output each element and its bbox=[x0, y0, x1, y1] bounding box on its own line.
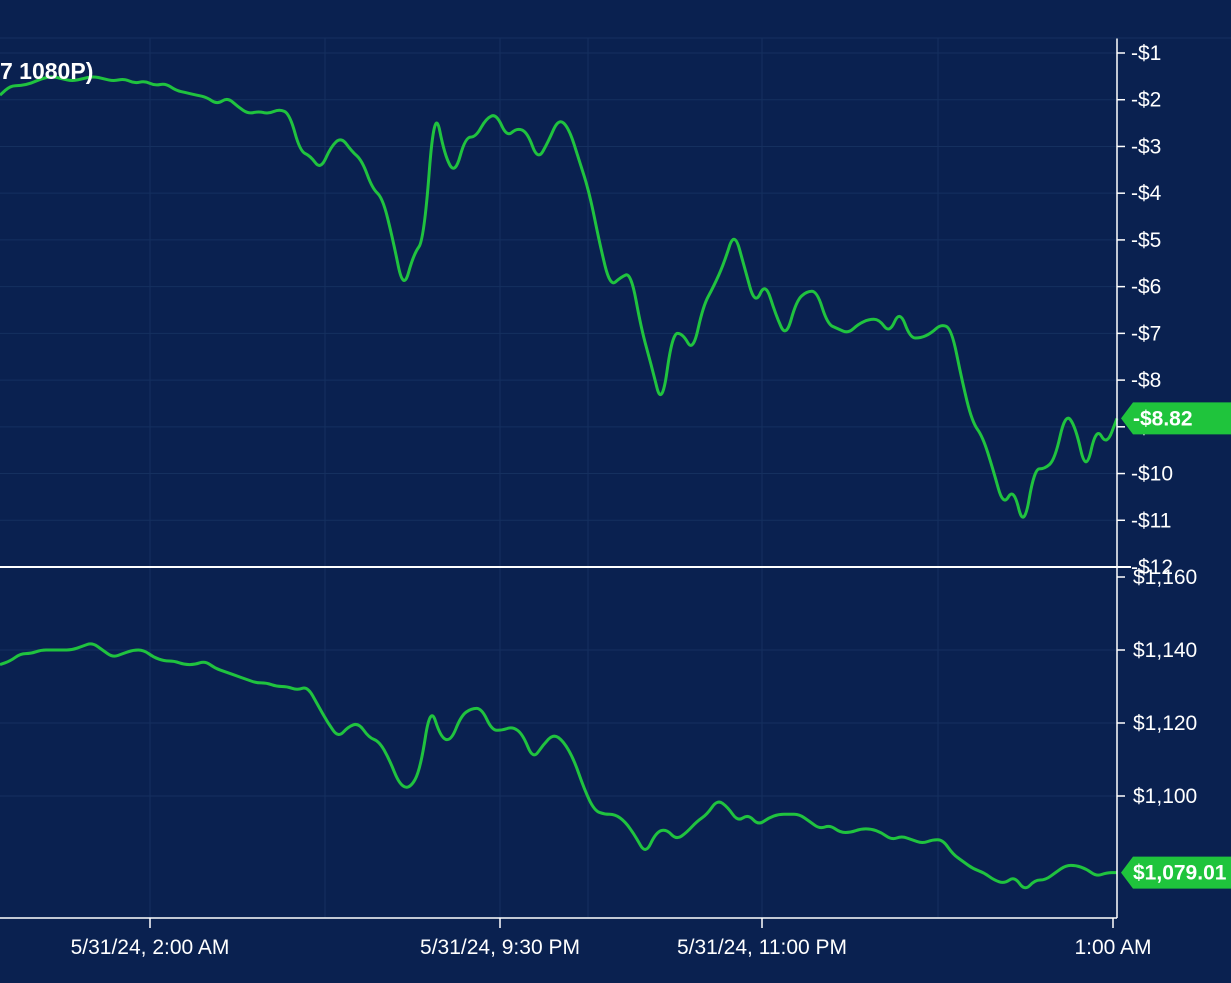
y-tick-label-price: $1,140 bbox=[1133, 639, 1197, 662]
y-tick-label-pnl: -$2 bbox=[1131, 89, 1161, 112]
y-tick-label-pnl: -$11 bbox=[1131, 509, 1171, 532]
chart-title: 7 1080P) bbox=[0, 58, 93, 84]
pnl-last-value-badge bbox=[1121, 402, 1231, 435]
y-tick-label-pnl: -$12 bbox=[1131, 556, 1173, 579]
y-tick-label-pnl: -$3 bbox=[1131, 135, 1161, 158]
pnl-line-series[interactable] bbox=[0, 75, 1119, 519]
grid-layer bbox=[0, 38, 1117, 918]
y-tick-label-pnl: -$8 bbox=[1131, 369, 1161, 392]
y-tick-label-pnl: -$10 bbox=[1131, 463, 1173, 486]
y-tick-label-price: $1,160 bbox=[1133, 566, 1197, 589]
x-tick-label: 1:00 AM bbox=[1074, 936, 1151, 959]
x-tick-label: 5/31/24, 9:30 PM bbox=[420, 936, 580, 959]
price-last-value-badge-label: $1,079.01 bbox=[1133, 862, 1227, 885]
price-last-value-badge bbox=[1121, 856, 1231, 889]
price-line-series[interactable] bbox=[0, 642, 1117, 890]
y-tick-label-pnl: -$5 bbox=[1131, 229, 1161, 252]
pnl-panel[interactable] bbox=[0, 75, 1119, 519]
axes-layer: -$1-$2-$3-$4-$5-$6-$7-$8-$9-$10-$11-$12-… bbox=[0, 37, 1231, 959]
price-panel[interactable] bbox=[0, 642, 1117, 890]
y-tick-label-price: $1,120 bbox=[1133, 712, 1197, 735]
x-tick-label: 5/31/24, 2:00 AM bbox=[71, 936, 230, 959]
pnl-last-value-badge-label: -$8.82 bbox=[1133, 407, 1193, 430]
y-tick-label-pnl: -$1 bbox=[1131, 42, 1161, 65]
y-tick-label-pnl: -$7 bbox=[1131, 322, 1161, 345]
y-tick-label-price: $1,100 bbox=[1133, 785, 1197, 808]
x-tick-label: 5/31/24, 11:00 PM bbox=[677, 936, 847, 959]
y-tick-label-pnl: -$4 bbox=[1131, 182, 1162, 205]
y-tick-label-pnl: -$6 bbox=[1131, 276, 1161, 299]
